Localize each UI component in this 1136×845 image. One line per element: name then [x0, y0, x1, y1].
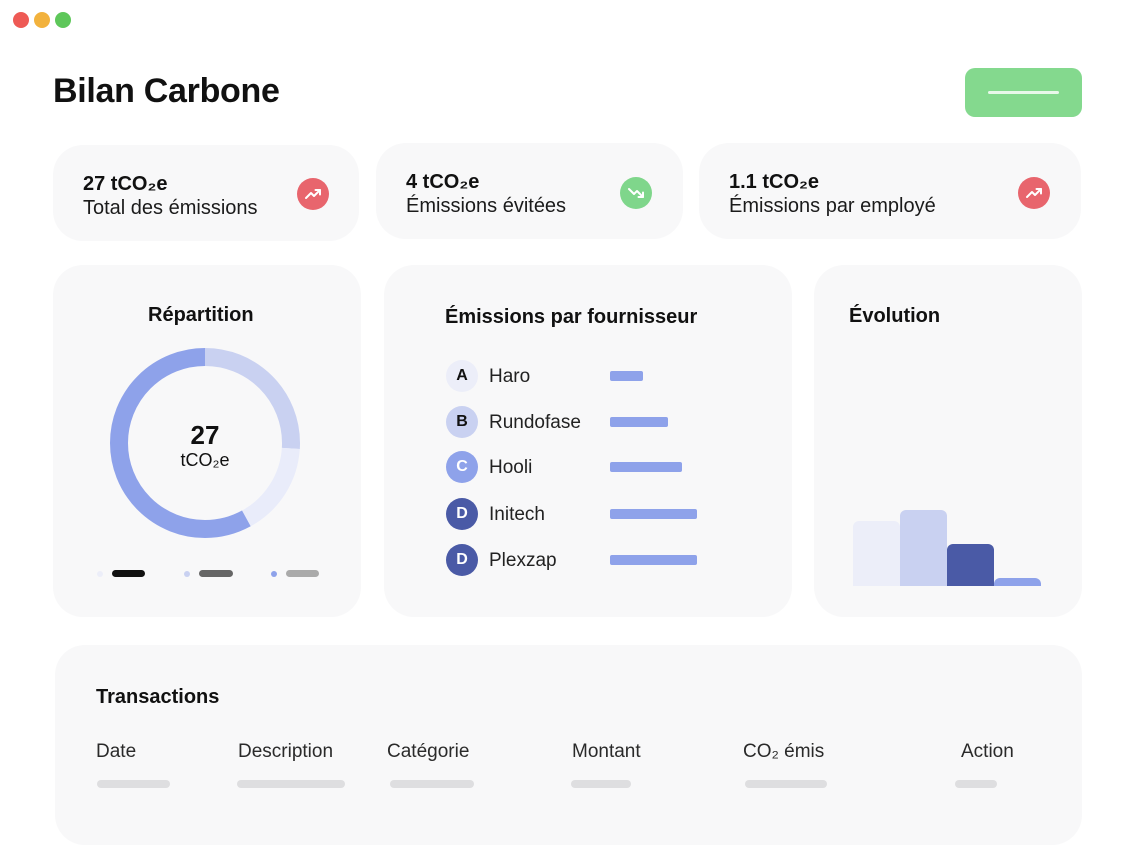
column-header-amount[interactable]: Montant: [572, 741, 641, 762]
window-controls: [13, 12, 71, 28]
evolution-bar-2: [900, 510, 947, 586]
supplier-emission-bar: [610, 462, 682, 472]
evolution-bar-3: [947, 544, 994, 586]
evolution-bar-4: [994, 578, 1041, 586]
legend-dot-2: [184, 571, 190, 577]
stat-value: 27 tCO₂e: [83, 173, 168, 195]
supplier-row[interactable]: D Plexzap: [446, 544, 706, 576]
column-header-action[interactable]: Action: [961, 741, 1014, 762]
donut-unit: tCO₂e: [180, 450, 230, 470]
column-header-description[interactable]: Description: [238, 741, 334, 762]
placeholder-date: [97, 780, 170, 788]
legend-label-3: [286, 570, 319, 577]
supplier-name: Haro: [489, 366, 531, 387]
header-action-button[interactable]: [965, 68, 1082, 117]
stat-label: Émissions évitées: [406, 195, 567, 217]
repartition-title: Répartition: [148, 304, 254, 326]
stat-value: 4 tCO₂e: [406, 171, 480, 193]
stat-value: 1.1 tCO₂e: [729, 171, 820, 193]
stat-card-per-employee: 1.1 tCO₂e Émissions par employé: [699, 143, 1081, 239]
supplier-avatar: D: [446, 498, 478, 530]
placeholder-co2: [745, 780, 827, 788]
minimize-window-button[interactable]: [34, 12, 50, 28]
repartition-card: [53, 265, 361, 617]
legend-label-1: [112, 570, 145, 577]
evolution-bar-1: [853, 521, 900, 586]
column-header-date[interactable]: Date: [96, 741, 137, 762]
supplier-emission-bar: [610, 555, 697, 565]
donut-total: 27: [190, 420, 220, 450]
transactions-card: [55, 645, 1082, 845]
placeholder-amount: [571, 780, 631, 788]
stat-label: Total des émissions: [83, 197, 258, 219]
evolution-title: Évolution: [849, 305, 941, 327]
supplier-name: Hooli: [489, 457, 533, 478]
supplier-emission-bar: [610, 371, 643, 381]
evolution-bar-chart: [853, 496, 1043, 586]
trend-down-icon: [620, 177, 652, 209]
legend-dot-3: [271, 571, 277, 577]
supplier-row[interactable]: A Haro: [446, 360, 706, 392]
maximize-window-button[interactable]: [55, 12, 71, 28]
supplier-emission-bar: [610, 509, 697, 519]
suppliers-title: Émissions par fournisseur: [445, 306, 698, 328]
placeholder-category: [390, 780, 474, 788]
donut-center: 27 tCO₂e: [150, 420, 260, 470]
supplier-avatar: B: [446, 406, 478, 438]
supplier-name: Initech: [489, 504, 545, 525]
supplier-row[interactable]: C Hooli: [446, 451, 706, 483]
column-header-co2[interactable]: CO₂ émis: [743, 741, 825, 762]
stat-card-avoided: 4 tCO₂e Émissions évitées: [376, 143, 683, 239]
supplier-name: Rundofase: [489, 412, 581, 433]
legend-dot-1: [97, 571, 103, 577]
supplier-avatar: D: [446, 544, 478, 576]
column-header-category[interactable]: Catégorie: [387, 741, 470, 762]
button-placeholder-label: [988, 91, 1059, 94]
supplier-row[interactable]: D Initech: [446, 498, 706, 530]
supplier-emission-bar: [610, 417, 668, 427]
supplier-name: Plexzap: [489, 550, 557, 571]
placeholder-description: [237, 780, 345, 788]
supplier-row[interactable]: B Rundofase: [446, 406, 706, 438]
trend-up-icon: [1018, 177, 1050, 209]
donut-segment-3: [110, 348, 300, 538]
supplier-avatar: C: [446, 451, 478, 483]
close-window-button[interactable]: [13, 12, 29, 28]
placeholder-action: [955, 780, 997, 788]
stat-label: Émissions par employé: [729, 195, 936, 217]
stat-card-total: 27 tCO₂e Total des émissions: [53, 145, 359, 241]
donut-chart: [110, 348, 300, 538]
transactions-title: Transactions: [96, 686, 220, 708]
legend-label-2: [199, 570, 233, 577]
trend-up-icon: [297, 178, 329, 210]
page-title: Bilan Carbone: [53, 72, 280, 110]
supplier-avatar: A: [446, 360, 478, 392]
